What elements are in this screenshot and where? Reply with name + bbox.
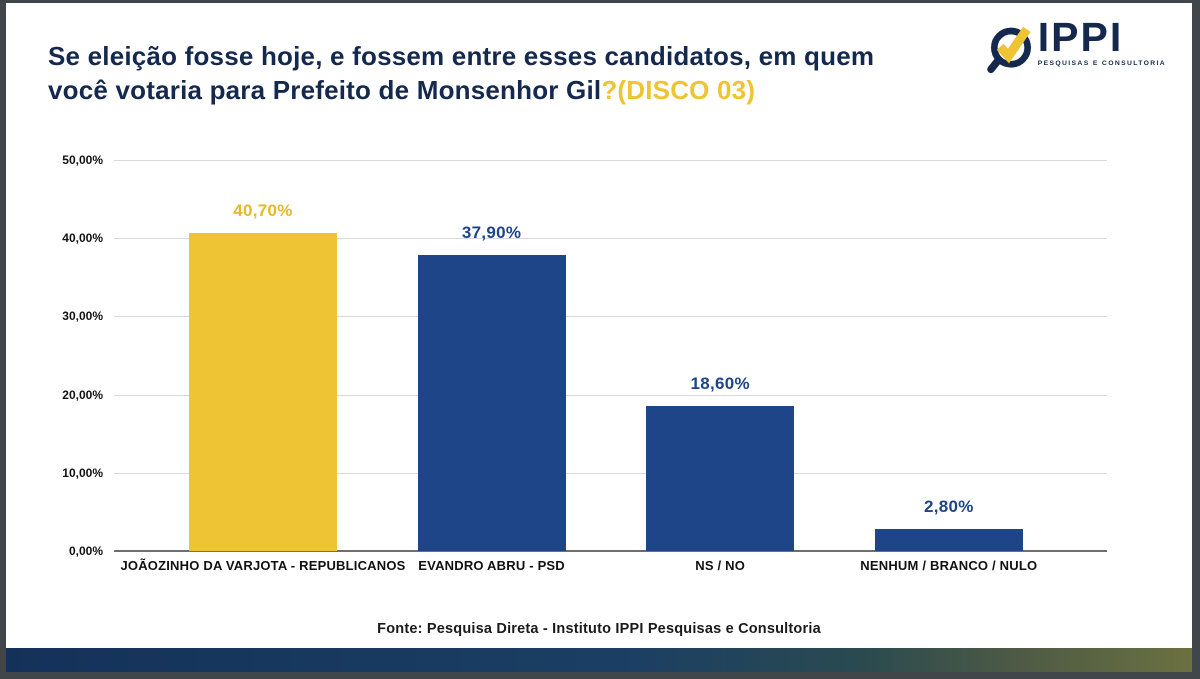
x-axis-line [114, 550, 1107, 552]
bar [189, 232, 337, 551]
logo-text-block: IPPI PESQUISAS E CONSULTORIA [1038, 15, 1166, 67]
bottom-gradient-band [6, 648, 1192, 672]
ippi-logo: IPPI PESQUISAS E CONSULTORIA [986, 15, 1166, 82]
bar-value-label: 37,90% [461, 222, 522, 242]
bar-value-label: 40,70% [233, 200, 293, 220]
y-axis-tick-label: 30,00% [62, 309, 103, 324]
y-axis-tick-label: 10,00% [62, 465, 103, 480]
slide-page: Se eleição fosse hoje, e fossem entre es… [6, 3, 1192, 672]
bar-chart: 50,00% 40,00% 30,00% 20,00% 10,00% 0,00% 40,70… [6, 3, 1192, 672]
magnifier-checkmark-icon [986, 15, 1036, 82]
gridline [114, 472, 1107, 474]
title-highlight: ?(DISCO 03) [601, 75, 756, 105]
page-title: Se eleição fosse hoje, e fossem entre es… [48, 39, 1008, 107]
logo-name: IPPI [1037, 14, 1124, 60]
source-note: Fonte: Pesquisa Direta - Instituto IPPI … [377, 621, 821, 637]
bar [646, 405, 795, 551]
y-axis-tick-label: 0,00% [68, 544, 103, 558]
gridline [114, 160, 1107, 161]
title-line1: Se eleição fosse hoje, e fossem entre es… [48, 41, 875, 71]
y-axis-tick-label: 40,00% [62, 231, 103, 246]
x-axis-category-label: NS / NO [695, 558, 746, 573]
bar-value-label: 18,60% [690, 373, 750, 393]
x-axis-category-label: NENHUM / BRANCO / NULO [860, 558, 1038, 573]
gridline [114, 316, 1107, 318]
x-axis-category-label: JOÃOZINHO DA VARJOTA - REPUBLICANOS [120, 558, 406, 573]
bar [417, 254, 566, 551]
logo-tagline: PESQUISAS E CONSULTORIA [1037, 60, 1166, 67]
title-line2: você votaria para Prefeito de Monsenhor … [48, 75, 602, 105]
y-axis-tick-label: 50,00% [62, 153, 103, 167]
gridline [114, 394, 1107, 396]
bar-value-label: 2,80% [923, 497, 974, 517]
gridline [114, 238, 1107, 240]
y-axis-tick-label: 20,00% [62, 387, 103, 402]
bar [874, 529, 1023, 551]
x-axis-category-label: EVANDRO ABRU - PSD [418, 558, 565, 573]
